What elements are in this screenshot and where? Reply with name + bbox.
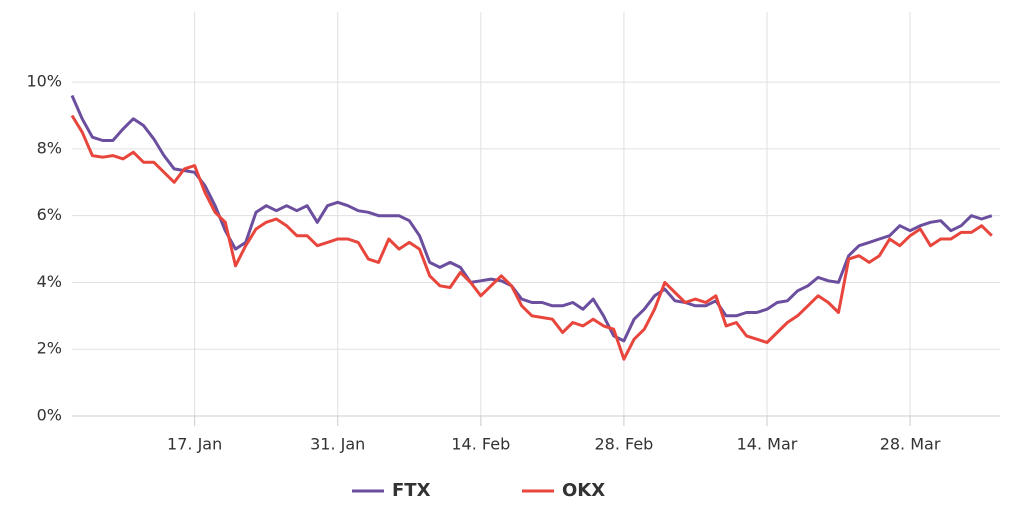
series-line — [70, 114, 993, 361]
y-tick-label: 0% — [37, 406, 62, 425]
series-line — [70, 94, 993, 343]
x-tick-label: 17. Jan — [167, 435, 222, 454]
legend-label: OKX — [562, 480, 605, 501]
x-tick-label: 14. Feb — [451, 435, 510, 454]
y-tick-label: 2% — [37, 339, 62, 358]
x-tick-label: 28. Feb — [594, 435, 653, 454]
y-tick-label: 10% — [26, 72, 62, 91]
x-tick-label: 28. Mar — [880, 435, 941, 454]
x-tick-label: 14. Mar — [737, 435, 798, 454]
y-tick-label: 8% — [37, 138, 62, 157]
y-tick-label: 4% — [37, 272, 62, 291]
legend-label: FTX — [392, 480, 431, 501]
x-tick-label: 31. Jan — [310, 435, 365, 454]
y-tick-label: 6% — [37, 205, 62, 224]
